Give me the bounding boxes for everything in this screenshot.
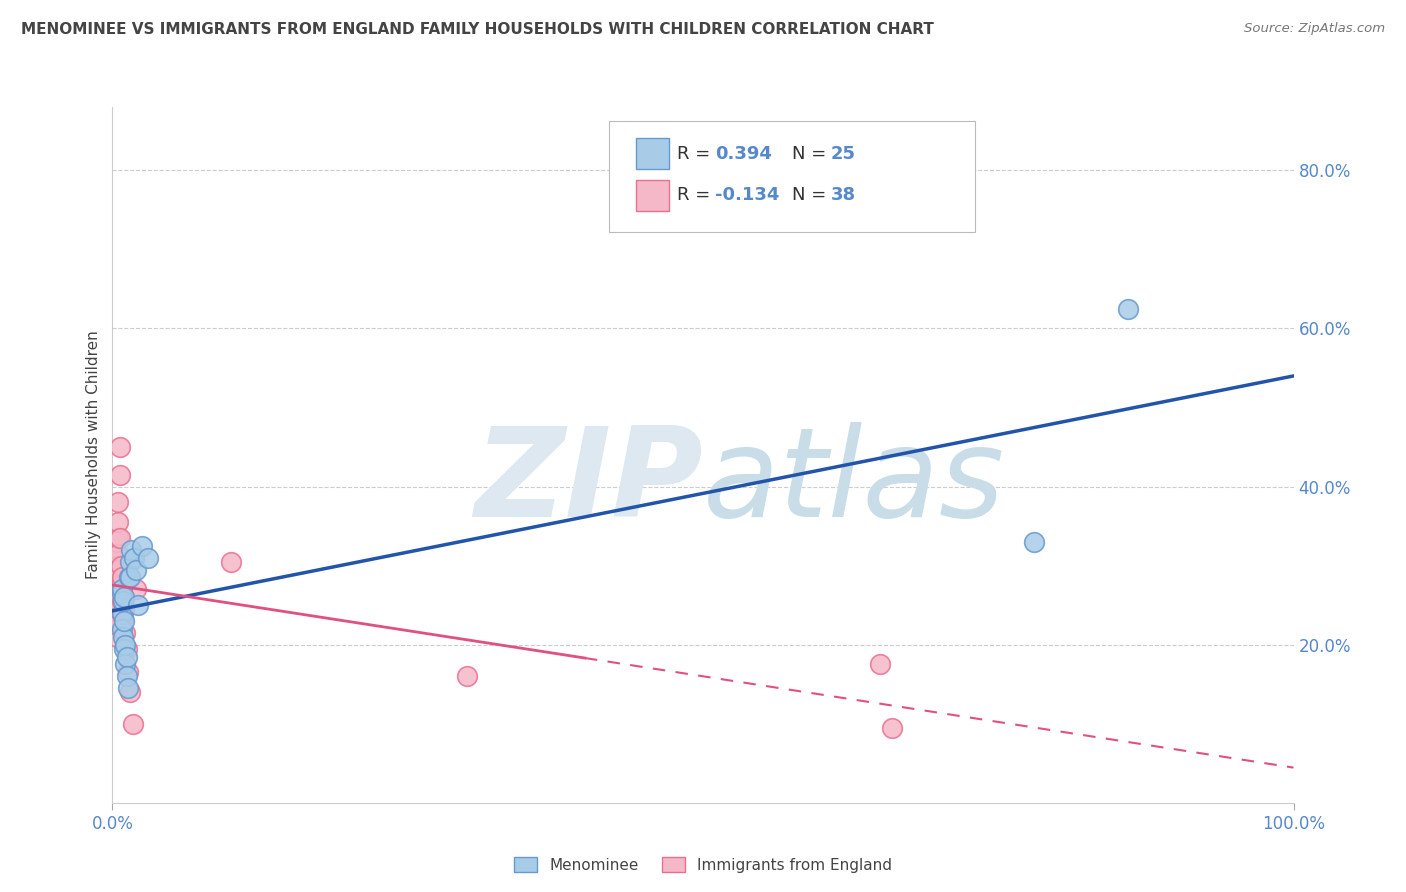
Point: [111, 606, 134, 620]
Point: [105, 566, 128, 581]
Point: [1022, 534, 1045, 549]
Point: [219, 555, 242, 569]
Point: [115, 641, 138, 656]
Point: [136, 550, 159, 565]
Point: [105, 614, 128, 628]
FancyBboxPatch shape: [636, 180, 669, 211]
Point: [118, 570, 141, 584]
Point: [117, 665, 139, 680]
Point: [120, 570, 142, 584]
Point: [105, 602, 128, 616]
Point: [120, 555, 142, 569]
Point: [112, 641, 135, 656]
Point: [107, 594, 129, 608]
Text: ZIP: ZIP: [474, 422, 703, 543]
Point: [112, 614, 135, 628]
Point: [108, 440, 131, 454]
Point: [108, 467, 131, 482]
Point: [456, 669, 478, 683]
Y-axis label: Family Households with Children: Family Households with Children: [86, 331, 101, 579]
Point: [125, 582, 148, 597]
Point: [120, 685, 142, 699]
Point: [105, 594, 128, 608]
Point: [112, 594, 135, 608]
Point: [117, 681, 139, 695]
Text: 25: 25: [831, 145, 856, 162]
Point: [120, 542, 142, 557]
Point: [869, 657, 891, 672]
FancyBboxPatch shape: [609, 121, 974, 232]
Point: [112, 610, 135, 624]
FancyBboxPatch shape: [636, 138, 669, 169]
Point: [107, 495, 129, 509]
Text: atlas: atlas: [703, 422, 1005, 543]
Point: [111, 586, 134, 600]
Text: 38: 38: [831, 186, 856, 204]
Point: [112, 591, 135, 605]
Point: [105, 591, 128, 605]
Point: [114, 625, 136, 640]
Point: [131, 539, 153, 553]
Text: R =: R =: [678, 145, 716, 162]
Point: [111, 594, 134, 608]
Point: [107, 563, 129, 577]
Point: [105, 558, 128, 573]
Text: Source: ZipAtlas.com: Source: ZipAtlas.com: [1244, 22, 1385, 36]
Point: [121, 716, 143, 731]
Point: [108, 531, 131, 545]
Point: [114, 657, 136, 672]
Point: [111, 582, 134, 597]
Point: [105, 582, 128, 597]
Point: [105, 574, 128, 589]
Text: N =: N =: [792, 145, 831, 162]
Text: N =: N =: [792, 186, 831, 204]
Point: [105, 550, 128, 565]
Point: [105, 618, 128, 632]
Point: [115, 649, 138, 664]
Point: [127, 598, 149, 612]
Point: [105, 586, 128, 600]
Text: MENOMINEE VS IMMIGRANTS FROM ENGLAND FAMILY HOUSEHOLDS WITH CHILDREN CORRELATION: MENOMINEE VS IMMIGRANTS FROM ENGLAND FAM…: [21, 22, 934, 37]
Point: [111, 570, 134, 584]
Point: [125, 563, 148, 577]
Point: [107, 547, 129, 561]
Point: [105, 534, 128, 549]
Point: [122, 550, 145, 565]
Point: [880, 721, 903, 735]
Point: [110, 578, 132, 592]
Text: -0.134: -0.134: [714, 186, 779, 204]
Point: [105, 630, 128, 644]
Text: 0.394: 0.394: [714, 145, 772, 162]
Text: R =: R =: [678, 186, 716, 204]
Point: [114, 638, 136, 652]
Point: [107, 515, 129, 529]
Point: [1116, 301, 1139, 316]
Point: [110, 558, 132, 573]
Point: [112, 602, 135, 616]
Legend: Menominee, Immigrants from England: Menominee, Immigrants from England: [508, 850, 898, 879]
Point: [107, 531, 129, 545]
Point: [111, 622, 134, 636]
Point: [115, 669, 138, 683]
Point: [112, 630, 135, 644]
